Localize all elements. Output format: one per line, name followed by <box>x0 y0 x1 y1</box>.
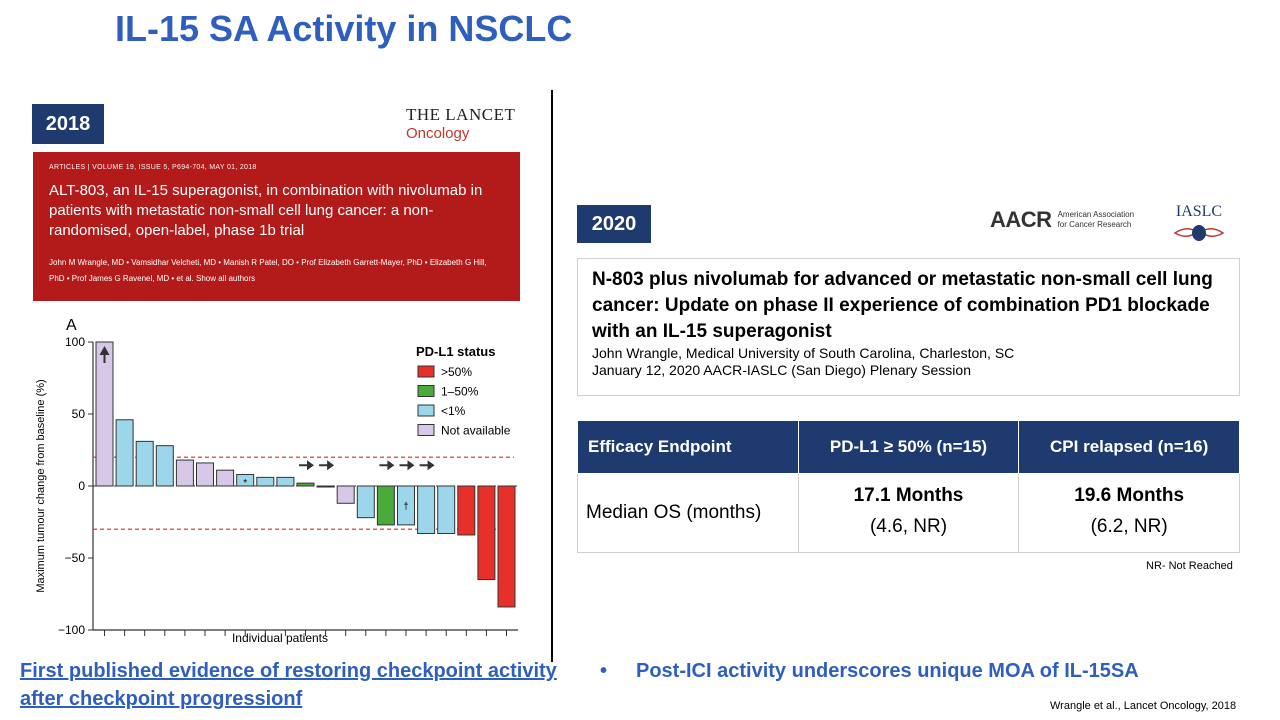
article-title: ALT-803, an IL-15 superagonist, in combi… <box>49 182 483 239</box>
abstract-presenter: John Wrangle, Medical University of Sout… <box>592 345 1015 361</box>
vertical-divider <box>551 90 553 662</box>
aacr-logo-sub2: for Cancer Research <box>1057 220 1132 229</box>
iaslc-logo: IASLC <box>1171 203 1227 248</box>
year-badge-2020: 2020 <box>577 205 651 243</box>
aacr-logo-sub1: American Association <box>1057 210 1135 219</box>
y-tick-label: −50 <box>65 551 86 565</box>
bullet-marker: • <box>600 660 608 682</box>
y-tick-label: 100 <box>65 335 85 349</box>
iaslc-logo-text: IASLC <box>1175 203 1223 220</box>
abstract-title: N-803 plus nivolumab for advanced or met… <box>592 269 1213 342</box>
bar <box>276 476 295 487</box>
ongoing-arrow-right-icon <box>299 460 314 471</box>
bar <box>216 469 235 487</box>
legend-swatch <box>417 365 435 378</box>
efficacy-table: Efficacy Endpoint PD-L1 ≥ 50% (n=15) CPI… <box>577 420 1240 553</box>
bar <box>437 485 456 535</box>
year-badge-2018: 2018 <box>32 104 104 144</box>
bar <box>417 485 436 535</box>
bar <box>457 485 476 536</box>
panel-label: A <box>66 317 77 334</box>
aacr-logo: AACR American Association for Cancer Res… <box>990 207 1134 233</box>
legend-title: PD-L1 status <box>416 344 495 359</box>
nr-footnote: NR- Not Reached <box>1146 560 1233 572</box>
legend-label: Not available <box>441 424 511 438</box>
left-highlight-text: First published evidence of restoring ch… <box>20 660 557 710</box>
article-authors: John M Wrangle, MD • Vamsidhar Velcheti,… <box>49 258 487 283</box>
legend-label: <1% <box>441 404 466 418</box>
table-row: Median OS (months) 17.1 Months (4.6, NR)… <box>577 473 1240 553</box>
cpi-ci: (6.2, NR) <box>1090 516 1168 537</box>
ongoing-arrow-right-icon <box>399 460 415 471</box>
bar <box>135 440 154 487</box>
bar <box>356 485 375 519</box>
ongoing-arrow-right-icon <box>379 460 395 471</box>
bar <box>316 485 335 488</box>
legend-label: 1–50% <box>441 385 479 399</box>
bar <box>256 476 275 487</box>
bar-mark: * <box>243 478 247 489</box>
table-header-endpoint: Efficacy Endpoint <box>577 420 799 474</box>
bar <box>477 485 496 581</box>
aacr-logo-mark: AACR <box>990 207 1052 232</box>
abstract-session: January 12, 2020 AACR-IASLC (San Diego) … <box>592 362 971 378</box>
pdl1-median-os: 17.1 Months <box>853 485 964 506</box>
article-meta: ARTICLES | VOLUME 19, ISSUE 5, P694-704,… <box>49 164 257 171</box>
lungs-icon <box>1173 225 1225 241</box>
y-tick-label: 0 <box>78 479 85 493</box>
table-header-cpi: CPI relapsed (n=16) <box>1018 420 1240 474</box>
bar <box>196 462 214 487</box>
article-banner: ARTICLES | VOLUME 19, ISSUE 5, P694-704,… <box>33 152 520 301</box>
bar <box>236 473 255 487</box>
right-bullet-text: Post-ICI activity underscores unique MOA… <box>636 660 1139 682</box>
bar <box>95 341 114 487</box>
table-row-label: Median OS (months) <box>577 473 799 553</box>
right-bullet: • Post-ICI activity underscores unique MO… <box>600 657 1139 685</box>
y-tick-label: 50 <box>72 407 86 421</box>
legend-swatch <box>417 404 435 417</box>
legend-swatch <box>417 424 435 436</box>
abstract-box: N-803 plus nivolumab for advanced or met… <box>577 258 1240 396</box>
bar <box>115 419 134 487</box>
y-tick-label: −100 <box>58 623 85 637</box>
bar <box>175 459 194 487</box>
bar <box>155 445 174 487</box>
x-axis-label: Individual patients <box>232 631 328 645</box>
slide-title: IL-15 SA Activity in NSCLC <box>115 8 573 49</box>
table-cell-pdl1: 17.1 Months (4.6, NR) <box>797 473 1020 553</box>
table-cell-cpi: 19.6 Months (6.2, NR) <box>1018 473 1240 553</box>
cpi-median-os: 19.6 Months <box>1074 485 1185 506</box>
ongoing-arrow-right-icon <box>319 460 335 471</box>
table-header-pdl1: PD-L1 ≥ 50% (n=15) <box>797 420 1020 474</box>
lancet-oncology-logo: THE LANCET Oncology <box>406 106 515 141</box>
pdl1-ci: (4.6, NR) <box>869 516 948 537</box>
bar <box>296 482 315 487</box>
waterfall-chart: A Maximum tumour change from baseline (%)… <box>35 317 520 645</box>
lancet-logo-line1: THE LANCET <box>406 105 516 124</box>
bar-mark: † <box>403 501 409 512</box>
bar <box>497 485 516 608</box>
ongoing-arrow-up-icon <box>99 346 110 363</box>
ongoing-arrow-right-icon <box>419 460 435 471</box>
citation: Wrangle et al., Lancet Oncology, 2018 <box>1050 700 1237 712</box>
table-header-row: Efficacy Endpoint PD-L1 ≥ 50% (n=15) CPI… <box>577 420 1240 474</box>
y-axis-label: Maximum tumour change from baseline (%) <box>35 379 47 592</box>
legend-label: >50% <box>441 365 472 379</box>
bar <box>397 485 415 526</box>
bar <box>336 485 355 504</box>
lancet-logo-line2: Oncology <box>406 125 470 142</box>
legend-swatch <box>417 385 435 397</box>
bar <box>376 485 395 526</box>
